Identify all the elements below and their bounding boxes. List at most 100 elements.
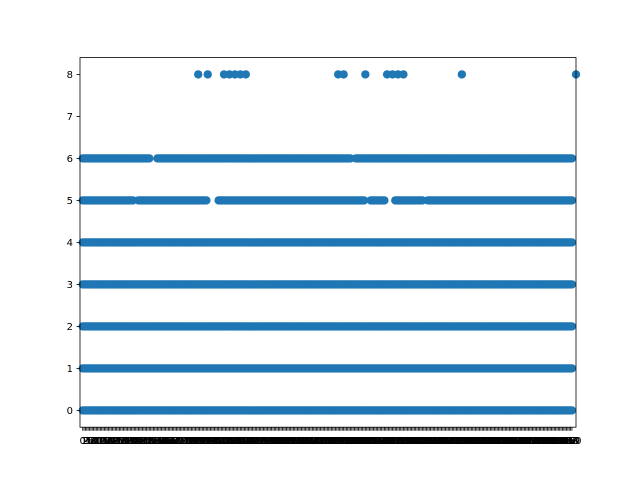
x-tick-label: 122 xyxy=(239,436,258,447)
x-tick-label: 332 xyxy=(524,436,543,447)
x-tick-label: 59 xyxy=(157,436,170,447)
x-tick-label: 309 xyxy=(493,436,512,447)
x-tick-label: 26 xyxy=(112,436,125,447)
x-tick-label: 224 xyxy=(378,436,397,447)
x-tick-label: 128 xyxy=(247,436,266,447)
x-tick-label: 197 xyxy=(341,436,360,447)
data-point xyxy=(361,70,370,79)
x-tick-label: 183 xyxy=(322,436,341,447)
x-tick-label: 230 xyxy=(386,436,405,447)
x-tick-label: 43 xyxy=(135,436,148,447)
x-tick-label: 9 xyxy=(92,436,98,447)
x-tick-label: 53 xyxy=(148,436,161,447)
x-tick-label: 310 xyxy=(494,436,513,447)
x-tick-label: 34 xyxy=(123,436,136,447)
x-tick-label: 121 xyxy=(238,436,257,447)
x-tick-label: 216 xyxy=(367,436,386,447)
x-tick-label: 161 xyxy=(292,436,311,447)
x-tick-label: 96 xyxy=(207,436,220,447)
x-tick-label: 314 xyxy=(500,436,519,447)
x-tick-label: 302 xyxy=(484,436,503,447)
x-tick-label: 116 xyxy=(231,436,250,447)
x-tick-label: 42 xyxy=(133,436,146,447)
x-tick-label: 275 xyxy=(447,436,466,447)
x-tick-label: 75 xyxy=(178,436,191,447)
x-tick-label: 180 xyxy=(318,436,337,447)
x-tick-label: 77 xyxy=(181,436,194,447)
x-tick-label: 345 xyxy=(542,436,561,447)
x-tick-label: 355 xyxy=(556,436,575,447)
x-tick-label: 132 xyxy=(253,436,272,447)
x-tick-label: 195 xyxy=(338,436,357,447)
x-tick-label: 260 xyxy=(426,436,445,447)
x-tick-label: 103 xyxy=(213,436,232,447)
x-tick-label: 65 xyxy=(165,436,178,447)
x-tick-label: 281 xyxy=(455,436,474,447)
x-tick-label: 83 xyxy=(189,436,202,447)
x-tick-label: 87 xyxy=(195,436,208,447)
x-tick-label: 2 xyxy=(82,436,88,447)
x-tick-label: 61 xyxy=(159,436,172,447)
x-tick-label: 289 xyxy=(466,436,485,447)
plot-frame xyxy=(79,57,577,428)
points-layer xyxy=(78,70,581,415)
x-tick-label: 76 xyxy=(180,436,193,447)
x-tick-label: 102 xyxy=(212,436,231,447)
data-point xyxy=(567,238,577,247)
data-point xyxy=(194,70,203,79)
x-tick-label: 213 xyxy=(363,436,382,447)
x-tick-label: 111 xyxy=(224,436,243,447)
x-tick-label: 352 xyxy=(552,436,571,447)
x-tick-label: 176 xyxy=(312,436,331,447)
x-tick-label: 326 xyxy=(516,436,535,447)
x-tick-label: 147 xyxy=(273,436,292,447)
x-tick-label: 222 xyxy=(375,436,394,447)
x-tick-label: 126 xyxy=(244,436,263,447)
x-tick-label: 30 xyxy=(117,436,130,447)
x-tick-label: 81 xyxy=(186,436,199,447)
x-tick-label: 171 xyxy=(306,436,325,447)
x-tick-label: 13 xyxy=(94,436,107,447)
x-tick-label: 235 xyxy=(393,436,412,447)
x-tick-label: 15 xyxy=(97,436,110,447)
x-tick-label: 68 xyxy=(169,436,182,447)
x-tick-label: 211 xyxy=(360,436,379,447)
x-tick-label: 4 xyxy=(85,436,91,447)
x-tick-label: 145 xyxy=(270,436,289,447)
x-tick-label: 181 xyxy=(319,436,338,447)
x-tick-label: 114 xyxy=(228,436,247,447)
x-tick-label: 177 xyxy=(314,436,333,447)
x-tick-label: 173 xyxy=(308,436,327,447)
x-tick-label: 293 xyxy=(471,436,490,447)
x-tick-label: 144 xyxy=(269,436,288,447)
x-tick-label: 139 xyxy=(262,436,281,447)
x-tick-label: 169 xyxy=(303,436,322,447)
x-tick-label: 71 xyxy=(173,436,186,447)
x-tick-label: 272 xyxy=(443,436,462,447)
x-tick-label: 44 xyxy=(136,436,149,447)
x-tick-label: 99 xyxy=(211,436,224,447)
data-point xyxy=(202,196,211,205)
y-tick-label: 8 xyxy=(67,70,73,81)
x-tick-label: 74 xyxy=(177,436,190,447)
x-tick-label: 123 xyxy=(240,436,259,447)
x-tick-label: 36 xyxy=(125,436,138,447)
x-tick-label: 85 xyxy=(192,436,205,447)
x-tick-label: 27 xyxy=(113,436,126,447)
x-tick-label: 184 xyxy=(323,436,342,447)
x-tick-label: 82 xyxy=(188,436,201,447)
x-tick-label: 277 xyxy=(450,436,469,447)
data-point xyxy=(399,70,408,79)
x-tick-label: 305 xyxy=(488,436,507,447)
x-tick-label: 329 xyxy=(520,436,539,447)
x-tick-label: 91 xyxy=(200,436,213,447)
x-tick-label: 232 xyxy=(388,436,407,447)
x-tick-label: 304 xyxy=(486,436,505,447)
x-tick-label: 270 xyxy=(440,436,459,447)
x-tick-label: 150 xyxy=(277,436,296,447)
x-tick-label: 49 xyxy=(143,436,156,447)
x-axis: 0123456789101112131415161718192021222324… xyxy=(80,427,581,447)
data-point xyxy=(203,70,212,79)
x-tick-label: 335 xyxy=(528,436,547,447)
x-tick-label: 117 xyxy=(232,436,251,447)
